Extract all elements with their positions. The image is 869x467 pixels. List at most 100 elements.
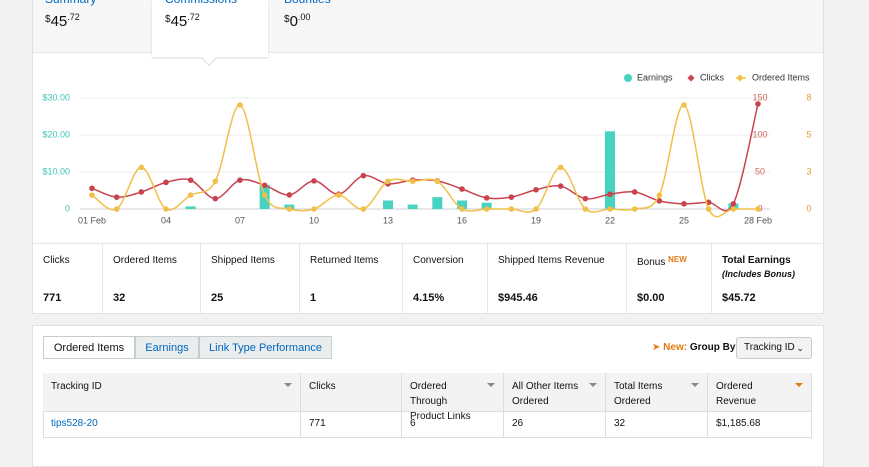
group-by-dropdown[interactable]: Tracking ID ⌄ — [736, 337, 812, 359]
stat-label-text: Conversion — [413, 255, 464, 266]
point — [138, 189, 145, 195]
table-header-text: Ordered Through Product Links — [410, 381, 471, 422]
point — [681, 102, 687, 108]
stat-label-text: Returned Items — [310, 255, 379, 266]
group-by: ➤ New: Group By: — [652, 342, 739, 353]
stat: Bonus NEW $0.00 — [626, 243, 712, 313]
summary-tab-title[interactable]: Commissions — [165, 0, 237, 6]
point — [533, 206, 539, 212]
currency: $ — [165, 14, 171, 25]
summary-amount: $45.72 — [165, 12, 200, 30]
stat-badge: NEW — [668, 255, 687, 264]
point — [508, 194, 515, 200]
point — [409, 178, 416, 185]
table-header[interactable]: All Other Items Ordered — [504, 373, 606, 411]
stat-value: 1 — [310, 292, 317, 304]
point — [237, 102, 243, 108]
amount-fraction: .00 — [297, 12, 311, 22]
point — [113, 194, 120, 200]
table-header-text: Clicks — [309, 381, 336, 392]
legend-swatch — [687, 74, 695, 82]
point — [434, 178, 441, 185]
table-header[interactable]: Total Items Ordered — [606, 373, 708, 411]
x-tick-label: 04 — [161, 215, 171, 225]
chart: 0$10.00$20.00$30.00050100150035801 Feb04… — [42, 72, 811, 225]
stat: Total Earnings (Includes Bonus) $45.72 — [711, 243, 824, 313]
y2-tick-label: 150 — [752, 92, 767, 102]
point — [138, 164, 145, 171]
point — [755, 206, 761, 212]
stat: Shipped Items Revenue $945.46 — [487, 243, 627, 313]
stat-value: 25 — [211, 292, 224, 304]
legend-swatch — [736, 74, 744, 82]
stat: Shipped Items 25 — [200, 243, 300, 313]
report-tab[interactable]: Earnings — [135, 336, 199, 359]
point — [631, 189, 638, 195]
stat-label-text: Ordered Items — [113, 255, 177, 266]
bar — [457, 200, 467, 209]
point — [360, 172, 367, 179]
stat-label: Bonus NEW — [637, 255, 687, 268]
stat: Returned Items 1 — [299, 243, 403, 313]
currency: $ — [45, 14, 51, 25]
x-tick-label: 10 — [309, 215, 319, 225]
bar — [481, 202, 492, 209]
point — [212, 195, 219, 202]
group-by-label: Group By: — [689, 342, 739, 353]
legend-label: Earnings — [637, 72, 673, 82]
table-cell: 771 — [301, 411, 402, 437]
report-tab[interactable]: Link Type Performance — [199, 336, 332, 359]
point — [730, 201, 737, 207]
report-tab[interactable]: Ordered Items — [43, 336, 135, 359]
stat-note: (Includes Bonus) — [722, 269, 796, 279]
point — [237, 177, 243, 183]
bar — [432, 197, 443, 209]
point — [261, 192, 268, 198]
point — [656, 198, 663, 204]
stat-value: $945.46 — [498, 292, 538, 304]
y3-tick-label: 3 — [806, 166, 811, 176]
table-header[interactable]: Ordered Through Product Links — [402, 373, 504, 422]
amount-fraction: .72 — [187, 12, 200, 22]
bar — [407, 204, 418, 209]
table-cell[interactable]: tips528-20 — [43, 411, 301, 437]
point — [681, 201, 687, 207]
stat-label: Clicks — [43, 255, 70, 266]
point — [286, 192, 293, 198]
legend-swatch — [624, 74, 632, 82]
new-label: New: — [663, 342, 688, 353]
point — [607, 191, 613, 197]
point — [533, 186, 539, 193]
legend-label: Clicks — [700, 72, 724, 82]
table-header[interactable]: Clicks — [301, 373, 402, 411]
stat-label-text: Clicks — [43, 255, 70, 266]
point — [483, 195, 490, 201]
y3-tick-label: 0 — [806, 203, 811, 213]
stat-value: $0.00 — [637, 292, 665, 304]
summary-tab-title[interactable]: Bounties — [284, 0, 331, 6]
stat: Ordered Items 32 — [102, 243, 201, 313]
selected-tab — [152, 0, 268, 57]
point — [631, 206, 638, 212]
stat-label: Returned Items — [310, 255, 378, 266]
point — [335, 192, 342, 198]
x-tick-label: 19 — [531, 215, 541, 225]
table-header[interactable]: Ordered Revenue — [708, 373, 812, 411]
stat-label-text: Shipped Items — [211, 255, 275, 266]
stat-label: Ordered Items — [113, 255, 177, 266]
y2-tick-label: 50 — [755, 166, 765, 176]
group-by-selected: Tracking ID — [744, 342, 795, 353]
stat-label-text: Total Earnings — [722, 255, 791, 266]
table-header[interactable]: Tracking ID — [43, 373, 301, 411]
table-header-text: Tracking ID — [51, 381, 102, 392]
amount-fraction: .72 — [67, 12, 80, 22]
x-tick-label: 22 — [605, 215, 615, 225]
table-header-text: All Other Items Ordered — [512, 381, 579, 407]
amount-whole: 0 — [289, 13, 298, 30]
stat-label-text: Shipped Items Revenue — [498, 255, 605, 266]
summary-tab-title[interactable]: Summary — [45, 0, 96, 6]
point — [187, 177, 194, 183]
point — [483, 206, 490, 212]
currency: $ — [284, 14, 290, 25]
